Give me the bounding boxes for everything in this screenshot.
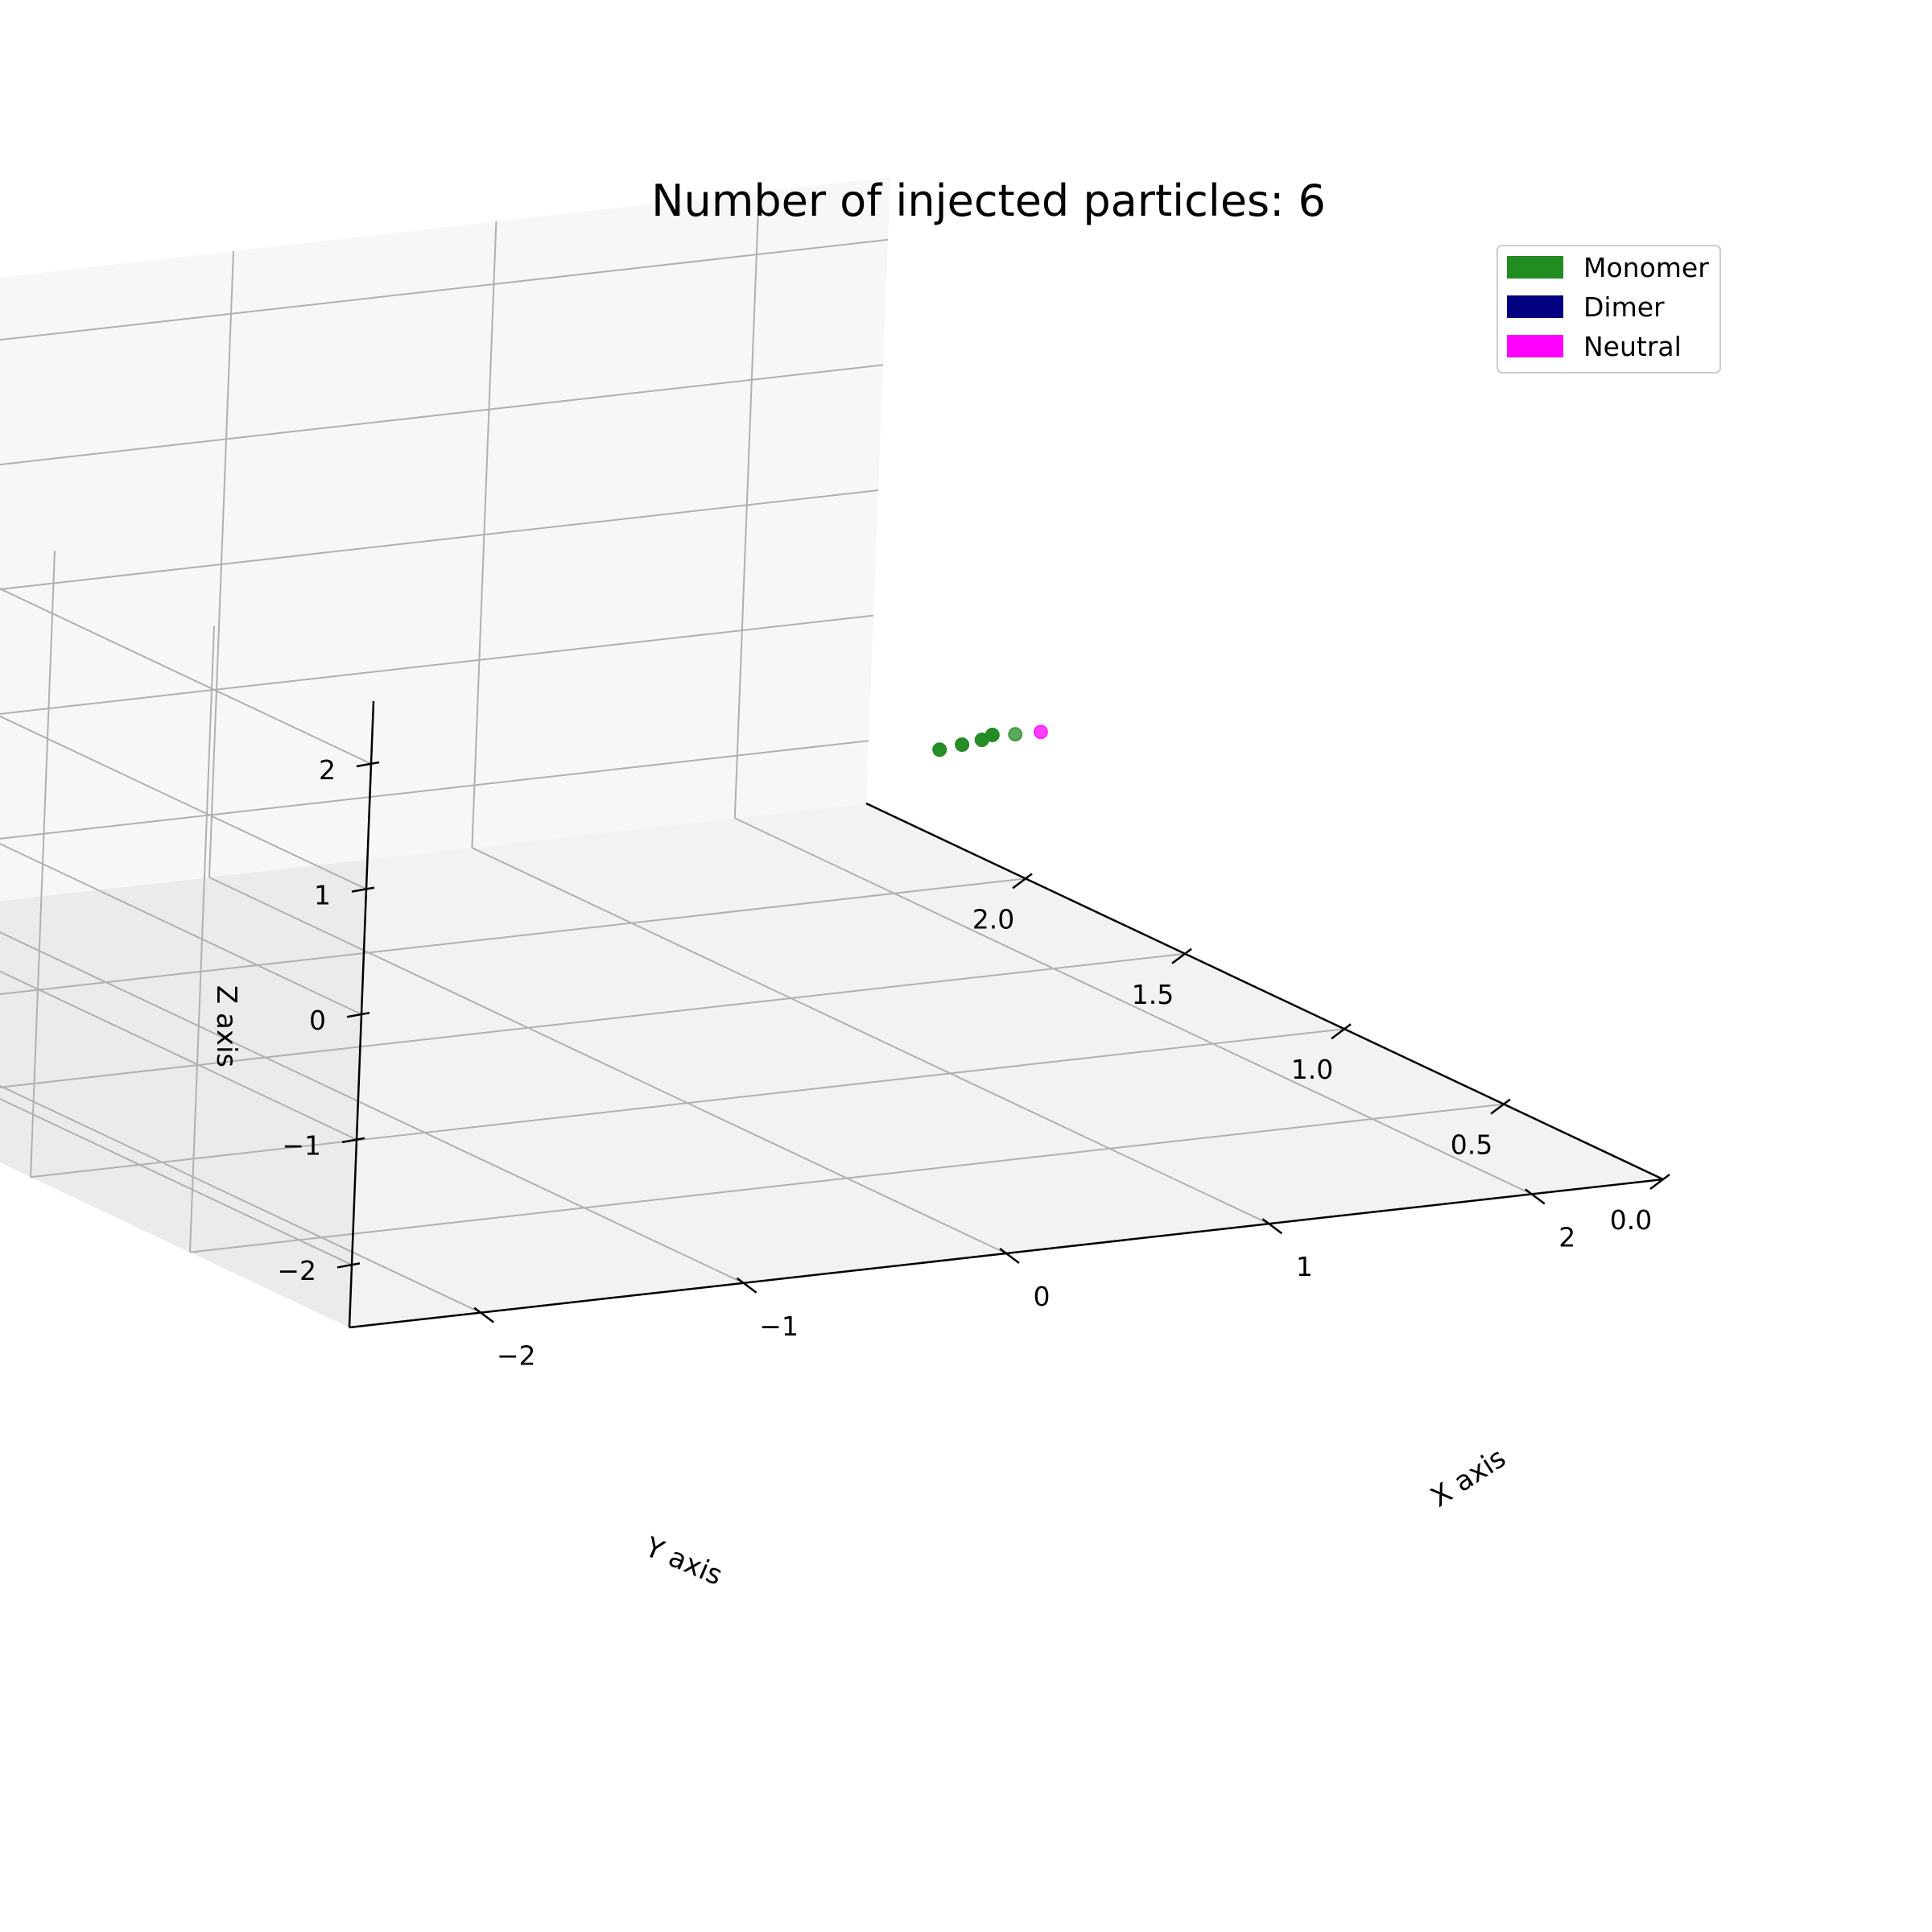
legend: Monomer Dimer Neutral [1496, 245, 1721, 374]
y-tick-label: 2.0 [972, 903, 1014, 935]
x-tick [473, 1307, 494, 1323]
z-gridline [0, 364, 884, 466]
legend-label-neutral: Neutral [1583, 331, 1682, 362]
x-gridline [734, 817, 1533, 1195]
monomer-point [955, 737, 970, 752]
x-gridline [0, 931, 745, 1284]
x-tick-label: −2 [497, 1340, 536, 1372]
z-tick [341, 1137, 365, 1144]
x-gridline [0, 1084, 481, 1314]
neutral-point [1033, 724, 1048, 740]
z-gridline [0, 1097, 353, 1266]
z-tick [346, 1011, 370, 1018]
floor-pane [0, 803, 1663, 1327]
y-gridline [0, 952, 1186, 1088]
z-axis-label: Z axis [210, 985, 242, 1067]
y-tick [1331, 1023, 1352, 1040]
tick-marks: 2 1 0 −1 −2 0.0 0.5 1.0 1.5 2.0 −2 −1 0 1 2 [277, 754, 1670, 1372]
z-tick-label: 0 [309, 1005, 326, 1036]
data-points [932, 724, 1048, 758]
z-tick [336, 1262, 361, 1269]
y-tick [1171, 947, 1192, 964]
z-gridline [0, 970, 357, 1141]
x-tick [999, 1248, 1020, 1264]
z-tick-label: 1 [314, 879, 331, 910]
x-tick-label: 0 [1034, 1281, 1051, 1312]
x-gridline [208, 877, 1007, 1254]
y-tick [1490, 1098, 1511, 1115]
y-tick-label: 0.5 [1451, 1129, 1492, 1161]
y-tick-label: 1.5 [1132, 979, 1174, 1010]
legend-swatch-neutral [1507, 335, 1563, 357]
x-axis-line [865, 802, 1664, 1181]
z-tick [356, 761, 380, 768]
monomer-point [1008, 727, 1023, 742]
x-axis-label: X axis [1425, 1442, 1512, 1513]
z-tick-label: −2 [277, 1255, 316, 1286]
legend-swatch-dimer [1507, 295, 1563, 318]
monomer-point [932, 742, 947, 758]
y-axis-label: Y axis [640, 1531, 727, 1592]
z-gridline [0, 843, 362, 1015]
legend-label-monomer: Monomer [1583, 252, 1709, 283]
z-tick-label: −1 [282, 1130, 321, 1162]
legend-swatch-monomer [1507, 256, 1563, 279]
z-gridline [0, 740, 869, 840]
x-gridline [471, 847, 1269, 1225]
z-tick-label: 2 [319, 754, 336, 786]
x-tick-label: −1 [759, 1311, 799, 1342]
z-gridline [0, 715, 367, 890]
x-tick-label: 2 [1558, 1221, 1575, 1253]
y-tick-label: 1.0 [1291, 1054, 1333, 1085]
z-gridline [0, 614, 874, 715]
y-tick [1649, 1174, 1670, 1190]
chart-title: Number of injected particles: 6 [651, 175, 1326, 226]
z-gridline [0, 238, 889, 341]
y-tick-label: 0.0 [1610, 1204, 1652, 1236]
x-tick-label: 1 [1296, 1251, 1313, 1282]
axis-panes [0, 177, 1663, 1327]
z-tick [351, 886, 375, 893]
y-gridline [30, 1028, 1345, 1179]
monomer-point [974, 733, 989, 748]
y-tick [1012, 873, 1033, 890]
z-gridline [0, 588, 372, 765]
z-gridline [0, 489, 879, 591]
x-tick [1525, 1188, 1546, 1205]
x-tick [736, 1277, 758, 1294]
x-tick [1261, 1218, 1283, 1235]
y-gridline [189, 1103, 1505, 1253]
legend-label-dimer: Dimer [1583, 291, 1665, 323]
y-gridline [0, 877, 1026, 996]
